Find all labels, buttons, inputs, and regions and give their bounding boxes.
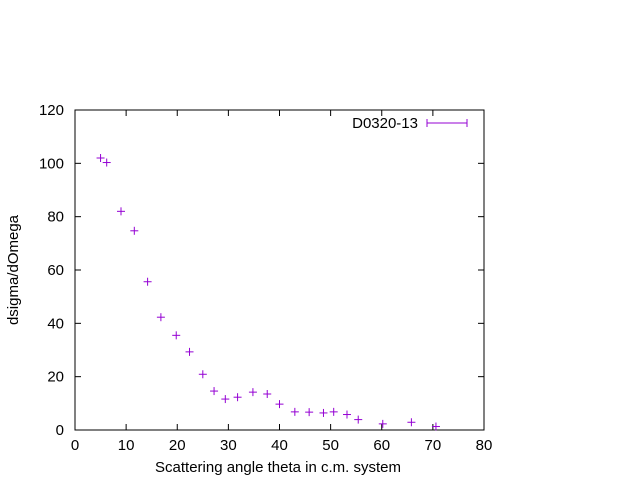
- data-point: [275, 400, 284, 409]
- data-point: [354, 415, 363, 424]
- data-point: [102, 158, 111, 167]
- data-point: [233, 393, 242, 402]
- data-point: [96, 154, 105, 162]
- data-point: [407, 418, 416, 427]
- y-axis-label: dsigma/dOmega: [5, 214, 22, 325]
- plot-frame: [74, 109, 485, 431]
- x-tick-labels: 0 10 20 30 40 50 60 70 80: [71, 437, 493, 454]
- legend-label: D0320-13: [352, 115, 418, 132]
- legend: D0320-13: [352, 115, 468, 132]
- data-point: [329, 407, 338, 416]
- data-point: [172, 331, 181, 340]
- data-point: [117, 207, 126, 216]
- x-axis-label: Scattering angle theta in c.m. system: [155, 459, 401, 476]
- data-point: [248, 388, 257, 397]
- data-point: [290, 407, 299, 416]
- data-point: [342, 410, 351, 419]
- x-tick-label: 80: [476, 437, 493, 454]
- x-tick-label: 40: [271, 437, 288, 454]
- y-tick-label: 100: [39, 155, 64, 172]
- x-tick-label: 20: [169, 437, 186, 454]
- x-tick-label: 70: [425, 437, 442, 454]
- x-tick-label: 60: [373, 437, 390, 454]
- data-point: [130, 226, 139, 235]
- data-point: [198, 370, 207, 379]
- data-point: [185, 347, 194, 356]
- x-tick-label: 10: [118, 437, 135, 454]
- data-points: [96, 154, 440, 431]
- data-point: [143, 277, 152, 286]
- y-tick-label: 0: [56, 422, 64, 439]
- data-point: [221, 395, 230, 404]
- data-point: [431, 422, 440, 431]
- data-point: [263, 390, 272, 398]
- x-tick-label: 50: [322, 437, 339, 454]
- data-point: [156, 313, 165, 322]
- y-tick-label: 60: [47, 262, 64, 279]
- y-tick-label: 80: [47, 209, 64, 226]
- data-point: [305, 408, 314, 417]
- y-tick-label: 120: [39, 102, 64, 119]
- y-tick-label: 40: [47, 315, 64, 332]
- data-point: [319, 408, 328, 417]
- y-tick-label: 20: [47, 369, 64, 386]
- y-tick-labels: 0 20 40 60 80 100 120: [39, 102, 64, 439]
- x-tick-label: 0: [71, 437, 79, 454]
- x-tick-label: 30: [220, 437, 237, 454]
- data-point: [210, 387, 219, 396]
- data-point: [378, 419, 387, 428]
